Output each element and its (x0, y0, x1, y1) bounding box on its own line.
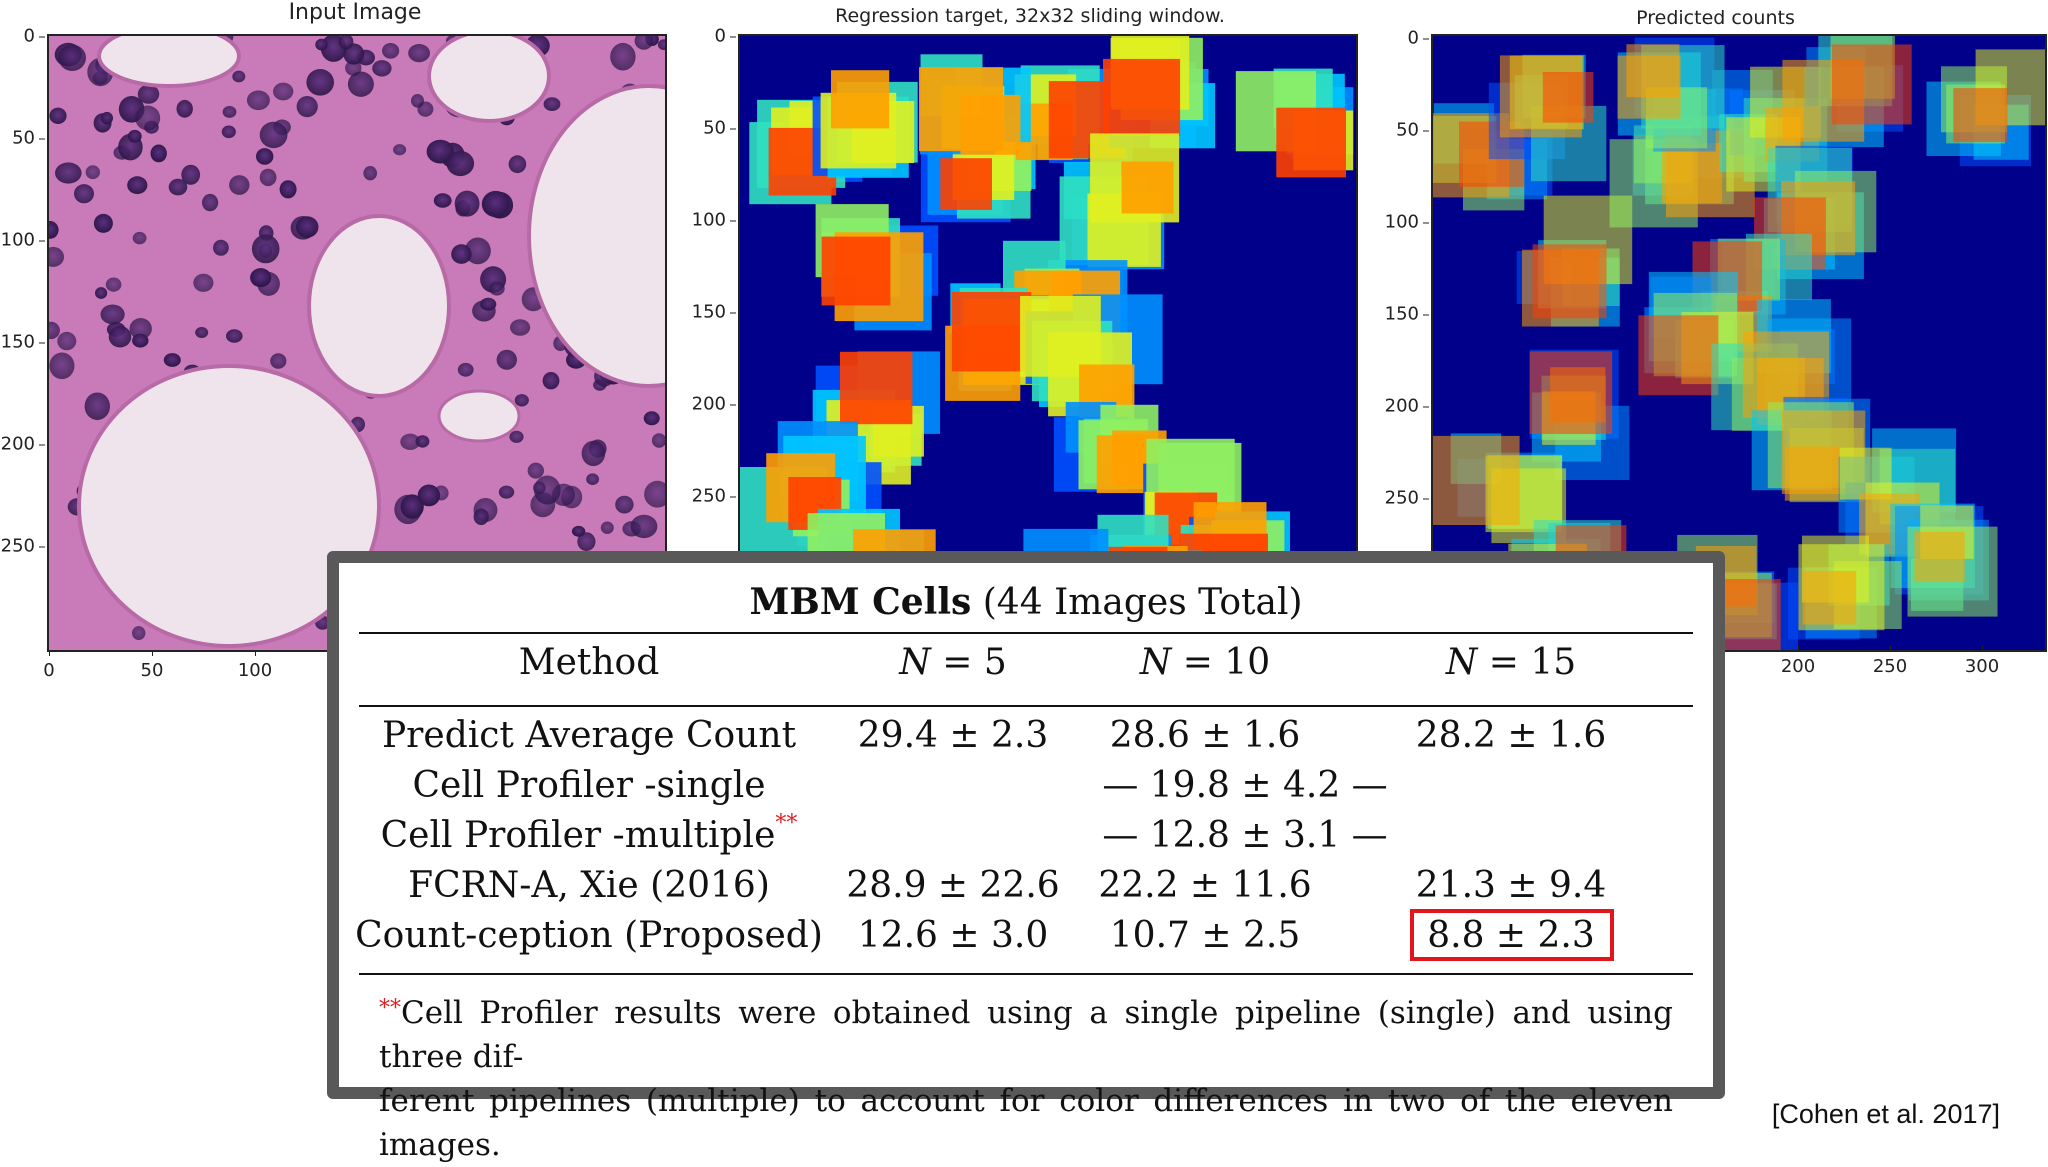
x-tick-label: 50 (127, 650, 177, 681)
bottom-rule (359, 973, 1693, 975)
y-tick-label: 100 (682, 210, 736, 231)
header-n10-value: = 10 (1182, 642, 1271, 683)
y-tick-label: 150 (1375, 304, 1429, 325)
x-tick-label: 300 (1957, 646, 2007, 677)
citation: [Cohen et al. 2017] (1771, 1099, 2000, 1129)
row-method: Count-ception (Proposed) (355, 915, 823, 956)
row-n10: 10.7 ± 2.5 (1109, 915, 1301, 956)
y-tick-label: 200 (682, 394, 736, 415)
header-n15-symbol: N (1445, 642, 1478, 683)
y-tick-label: 100 (0, 230, 45, 251)
row-method: FCRN-A, Xie (2016) (408, 865, 770, 906)
footnote-line-2: ferent pipelines (multiple) to account f… (379, 1083, 1673, 1163)
table-title-bold: MBM Cells (749, 581, 972, 623)
results-table: MBM Cells (44 Images Total) Method N = 5… (327, 551, 1725, 1163)
header-method: Method (518, 642, 660, 683)
row-method: Predict Average Count (381, 715, 797, 756)
row-n10: 22.2 ± 11.6 (1098, 865, 1312, 906)
row-n15: 21.3 ± 9.4 (1415, 865, 1607, 906)
y-tick-label: 200 (0, 434, 45, 455)
y-tick-label: 200 (1375, 396, 1429, 417)
y-tick-label: 100 (1375, 212, 1429, 233)
row-method: Cell Profiler -multiple** (380, 811, 798, 856)
header-n5-symbol: N (899, 642, 931, 683)
regression-heatmap-svg (740, 36, 1354, 650)
table-footnote: **Cell Profiler results were obtained us… (379, 991, 1673, 1167)
row-n5: 28.9 ± 22.6 (846, 865, 1060, 906)
y-tick-label: 50 (0, 128, 45, 149)
row-n15: 28.2 ± 1.6 (1415, 715, 1607, 756)
row-n5: 12.6 ± 3.0 (857, 915, 1049, 956)
panel-title: Input Image (288, 0, 422, 25)
table-title-rest: (44 Images Total) (982, 582, 1303, 623)
row-n10: — 19.8 ± 4.2 — (1102, 765, 1388, 806)
y-tick-label: 0 (0, 26, 45, 47)
row-n15: 8.8 ± 2.3 (1427, 915, 1595, 956)
predicted-counts-panel: Predicted counts 0 50 100 150 200 250 200 250 3… (1383, 0, 2048, 700)
x-tick-label: 250 (1865, 646, 1915, 677)
regression-heatmap (738, 34, 1358, 652)
y-tick-label: 0 (682, 26, 736, 47)
row-n10: — 12.8 ± 3.1 — (1102, 815, 1388, 856)
y-tick-label: 250 (1375, 488, 1429, 509)
header-n15: N = 15 (1446, 642, 1576, 683)
footnote-marker: ** (379, 996, 401, 1021)
best-result-highlight (1410, 909, 1614, 961)
header-n5: N = 5 (899, 642, 1006, 683)
row-method: Cell Profiler -single (412, 765, 766, 806)
y-tick-label: 0 (1375, 28, 1429, 49)
header-n5-value: = 5 (942, 642, 1007, 683)
x-tick-label: 100 (230, 650, 280, 681)
header-n15-value: = 15 (1488, 642, 1577, 683)
panel-title: Predicted counts (1636, 7, 1795, 29)
predicted-heatmap (1431, 34, 2047, 652)
row-n10: 28.6 ± 1.6 (1109, 715, 1301, 756)
predicted-heatmap-svg (1433, 36, 2045, 650)
panel-title: Regression target, 32x32 sliding window. (835, 5, 1225, 27)
header-n10-symbol: N (1139, 642, 1172, 683)
table-title: MBM Cells (44 Images Total) (339, 581, 1713, 623)
row-n5: 29.4 ± 2.3 (857, 715, 1049, 756)
x-tick-label: 200 (1773, 646, 1823, 677)
footnote-marker: ** (775, 811, 798, 836)
y-tick-label: 150 (0, 332, 45, 353)
y-tick-label: 150 (682, 302, 736, 323)
top-rule (359, 632, 1693, 634)
footnote-line-1: Cell Profiler results were obtained usin… (379, 995, 1673, 1075)
header-n10: N = 10 (1140, 642, 1270, 683)
header-rule (359, 705, 1693, 707)
y-tick-label: 50 (682, 118, 736, 139)
y-tick-label: 50 (1375, 120, 1429, 141)
x-tick-label: 0 (24, 650, 74, 681)
y-tick-label: 250 (0, 536, 45, 557)
regression-target-panel: Regression target, 32x32 sliding window.… (690, 0, 1370, 700)
y-tick-label: 250 (682, 486, 736, 507)
row-method-text: Cell Profiler -multiple (380, 815, 776, 856)
